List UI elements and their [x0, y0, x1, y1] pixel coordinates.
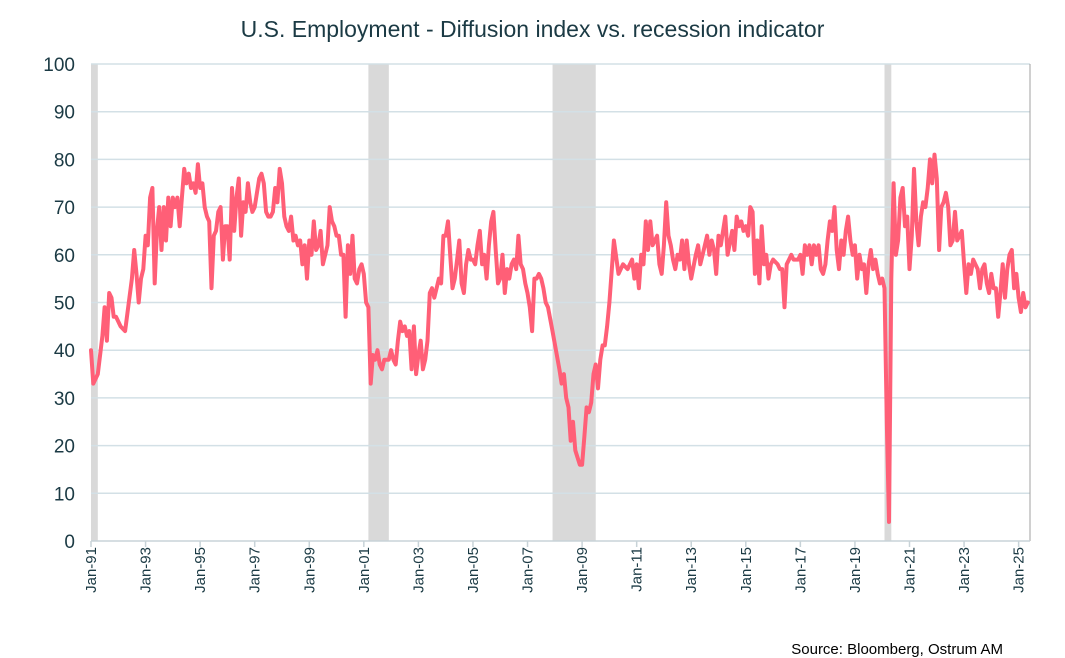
chart-title: U.S. Employment - Diffusion index vs. re… — [240, 16, 825, 42]
gridlines — [91, 63, 1031, 541]
x-tick-label: Jan-13 — [683, 547, 700, 593]
y-tick-label: 100 — [43, 55, 75, 76]
diffusion-index-line — [89, 152, 1030, 524]
y-tick-label: 0 — [64, 532, 75, 553]
x-tick-label: Jan-99 — [301, 547, 318, 593]
x-tick-label: Jan-15 — [738, 547, 755, 593]
x-axis: Jan-91 Jan-93 Jan-95 Jan-97 Jan-99 Jan-01 Jan-… — [83, 540, 1030, 593]
y-tick-label: 40 — [54, 341, 75, 362]
source-note: Source: Bloomberg, Ostrum AM — [791, 641, 1003, 658]
x-tick-label: Jan-09 — [574, 547, 591, 593]
x-tick-label: Jan-97 — [247, 547, 264, 593]
y-tick-label: 20 — [54, 437, 75, 458]
y-tick-label: 80 — [54, 150, 75, 171]
y-tick-label: 60 — [54, 246, 75, 267]
x-tick-label: Jan-11 — [629, 547, 646, 592]
x-tick-label: Jan-21 — [901, 547, 918, 593]
x-tick-label: Jan-91 — [83, 547, 100, 593]
y-axis: 0 10 20 30 40 50 60 70 80 90 100 — [43, 55, 75, 553]
x-tick-label: Jan-05 — [465, 547, 482, 593]
series-lines — [89, 152, 1030, 524]
x-tick-label: Jan-23 — [956, 547, 973, 593]
x-tick-label: Jan-17 — [792, 547, 809, 593]
x-tick-label: Jan-01 — [356, 547, 373, 593]
x-tick-label: Jan-93 — [138, 547, 155, 593]
y-tick-label: 90 — [54, 103, 75, 124]
y-tick-label: 70 — [54, 198, 75, 219]
x-tick-label: Jan-03 — [410, 547, 427, 593]
y-tick-label: 30 — [54, 389, 75, 410]
x-tick-label: Jan-07 — [520, 547, 537, 593]
x-tick-label: Jan-19 — [847, 547, 864, 593]
y-tick-label: 10 — [54, 484, 75, 505]
y-tick-label: 50 — [54, 294, 75, 315]
x-tick-label: Jan-95 — [192, 547, 209, 593]
x-tick-label: Jan-25 — [1011, 547, 1028, 593]
